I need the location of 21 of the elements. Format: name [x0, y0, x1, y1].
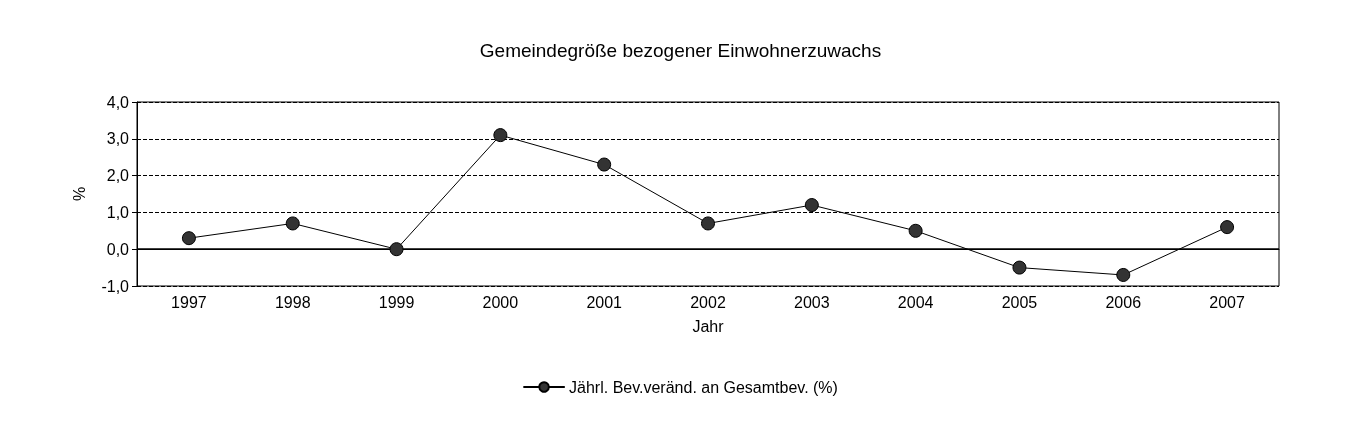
legend-label: Jährl. Bev.veränd. an Gesamtbev. (%)	[569, 378, 838, 396]
x-axis-title: Jahr	[692, 317, 725, 335]
x-tick-label: 2007	[1209, 293, 1245, 311]
y-tick-label: 0,0	[106, 240, 130, 258]
chart-title: Gemeindegröße bezogener Einwohnerzuwachs	[479, 40, 882, 61]
x-tick-label: 2006	[1105, 293, 1142, 311]
x-tick-label: 2005	[1001, 293, 1038, 311]
x-tick-label: 2004	[897, 293, 934, 311]
y-tick-label: 4,0	[106, 93, 130, 111]
x-tick-label: 2000	[482, 293, 519, 311]
x-tick-label: 2001	[586, 293, 623, 311]
x-tick-label: 1997	[171, 293, 207, 311]
y-tick-label: 3,0	[106, 130, 130, 148]
x-tick-label: 1999	[378, 293, 415, 311]
x-tick-label: 1998	[274, 293, 311, 311]
y-tick-label: -1,0	[101, 277, 130, 295]
y-axis-title: %	[70, 186, 88, 202]
x-tick-label: 2003	[794, 293, 830, 311]
y-tick-label: 2,0	[106, 167, 130, 185]
y-tick-label: 1,0	[106, 203, 130, 221]
x-tick-label: 2002	[690, 293, 726, 311]
